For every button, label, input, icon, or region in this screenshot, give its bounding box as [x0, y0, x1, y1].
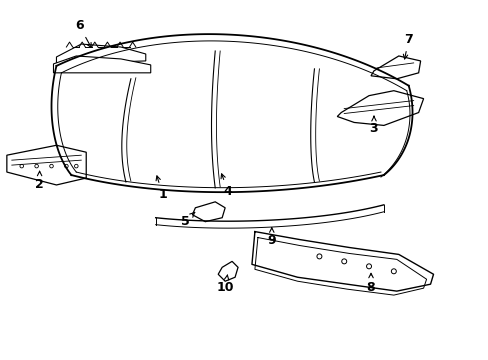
Text: 3: 3 — [369, 116, 378, 135]
Text: 6: 6 — [75, 19, 91, 48]
Text: 7: 7 — [403, 33, 412, 59]
Text: 2: 2 — [35, 171, 44, 191]
Text: 8: 8 — [366, 273, 375, 294]
Polygon shape — [56, 44, 145, 64]
Polygon shape — [337, 91, 423, 125]
Text: 10: 10 — [216, 275, 233, 294]
Polygon shape — [218, 261, 238, 281]
Text: 1: 1 — [156, 176, 167, 201]
Text: 5: 5 — [181, 212, 194, 228]
Polygon shape — [53, 56, 150, 73]
Polygon shape — [370, 56, 420, 79]
Text: 9: 9 — [267, 228, 276, 247]
Polygon shape — [7, 145, 86, 185]
Polygon shape — [192, 202, 224, 222]
Text: 4: 4 — [221, 174, 232, 198]
